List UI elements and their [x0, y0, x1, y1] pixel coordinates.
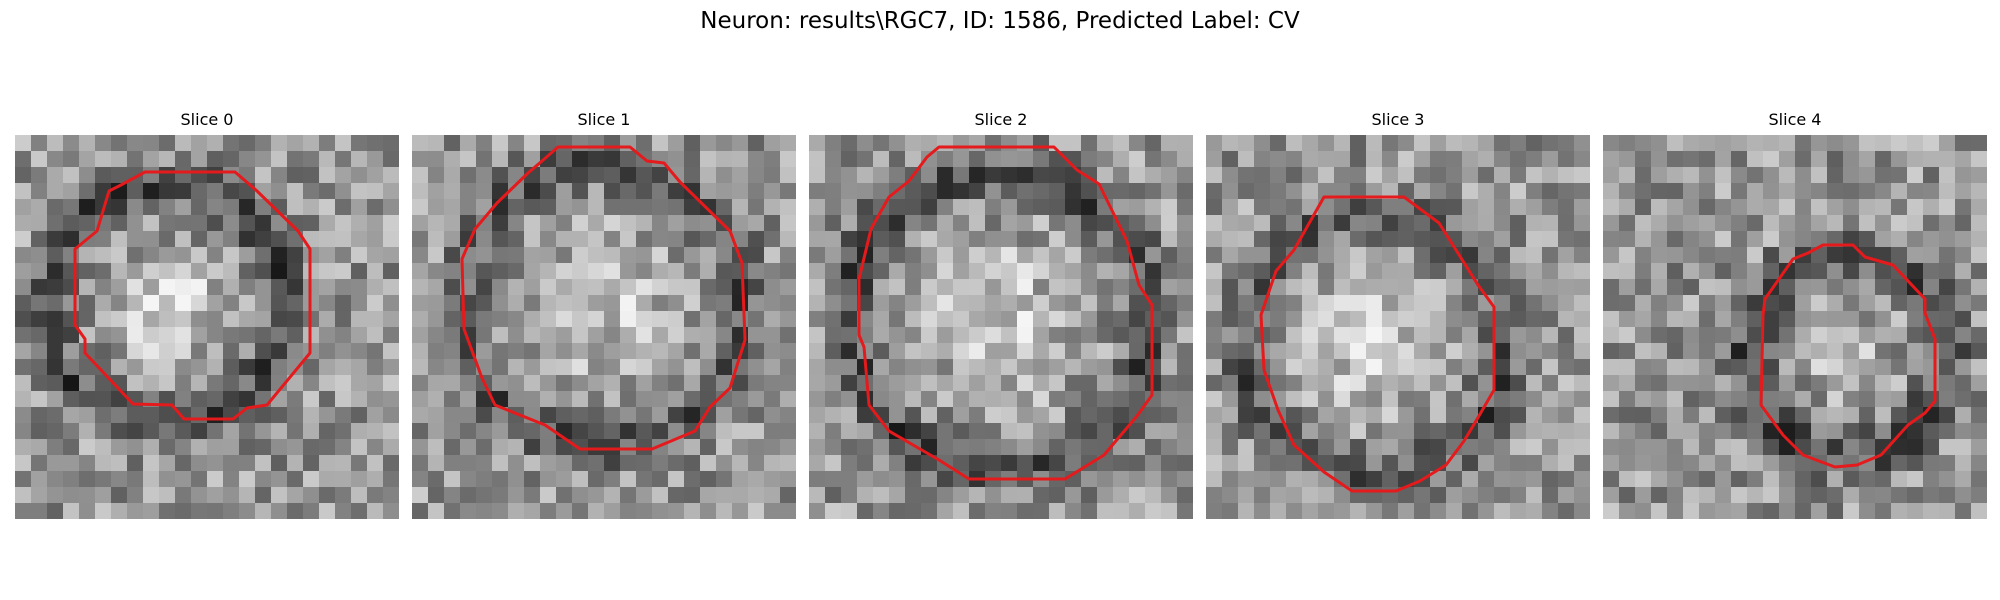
slice-panel-1: Slice 1 — [412, 108, 796, 519]
slice-image-2 — [809, 135, 1193, 519]
roi-contour-1 — [460, 145, 747, 451]
slice-image-0 — [15, 135, 399, 519]
slice-title-0: Slice 0 — [180, 110, 234, 129]
figure-title: Neuron: results\RGC7, ID: 1586, Predicte… — [700, 8, 1300, 34]
slice-panel-4: Slice 4 — [1603, 108, 1987, 519]
slice-panel-0: Slice 0 — [15, 108, 399, 519]
slice-title-4: Slice 4 — [1768, 110, 1822, 129]
slice-title-3: Slice 3 — [1371, 110, 1425, 129]
roi-contour-0 — [73, 170, 312, 421]
slice-image-4 — [1603, 135, 1987, 519]
slice-panel-3: Slice 3 — [1206, 108, 1590, 519]
roi-contour-4 — [1759, 243, 1937, 469]
roi-contour-3 — [1259, 195, 1496, 493]
slice-title-2: Slice 2 — [974, 110, 1028, 129]
slice-image-3 — [1206, 135, 1590, 519]
slice-panel-2: Slice 2 — [809, 108, 1193, 519]
roi-contour-2 — [857, 145, 1154, 481]
slice-image-1 — [412, 135, 796, 519]
slice-title-1: Slice 1 — [577, 110, 631, 129]
